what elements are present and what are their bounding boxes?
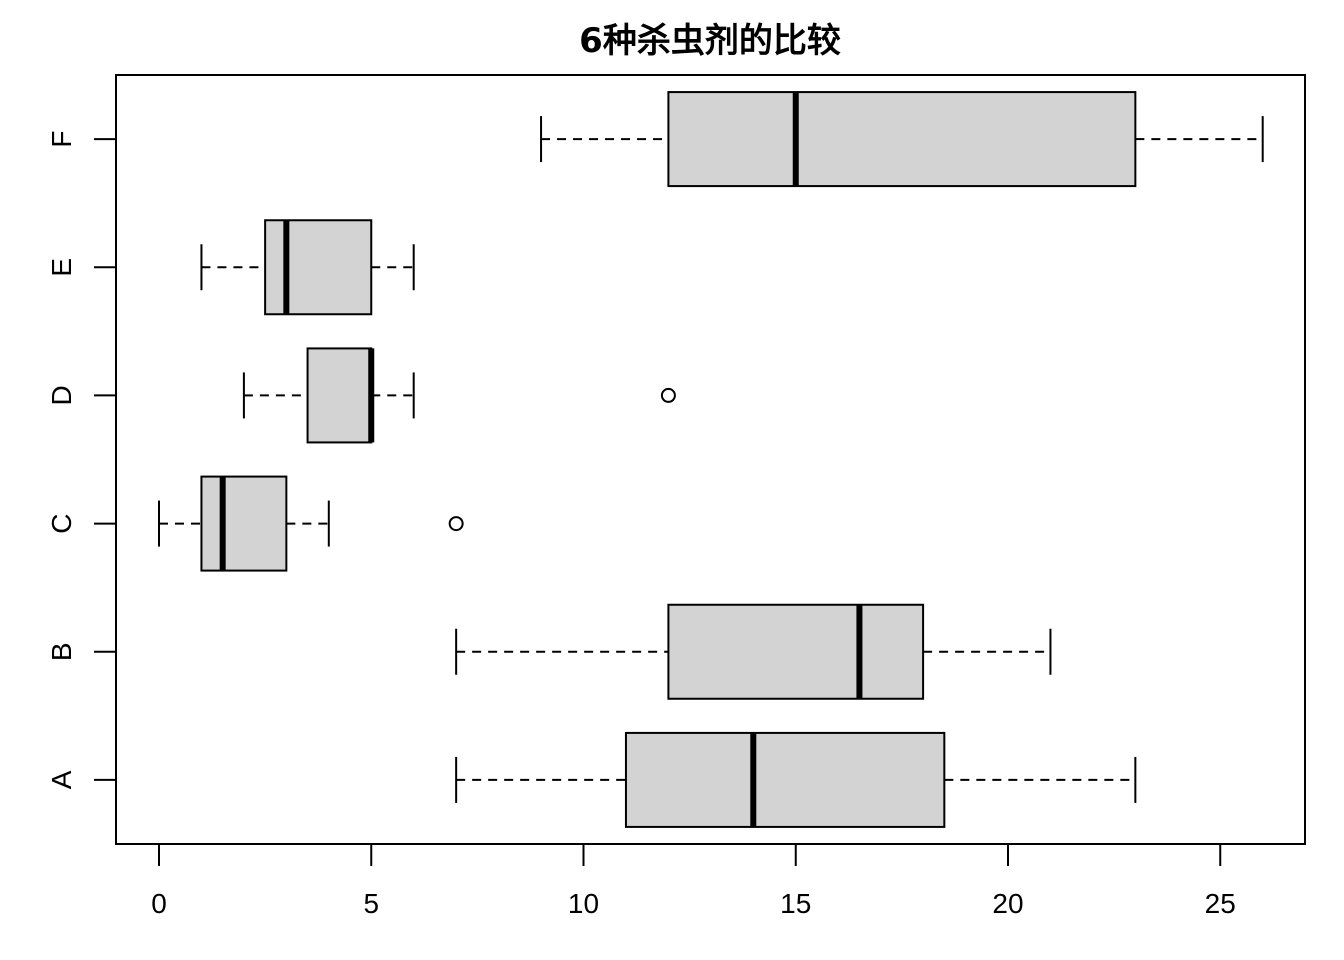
x-tick-label: 15 bbox=[780, 888, 811, 919]
box-C bbox=[158, 475, 464, 572]
box-D bbox=[242, 347, 676, 444]
boxes bbox=[158, 91, 1264, 828]
y-tick-label: E bbox=[46, 258, 77, 277]
x-tick-label: 5 bbox=[363, 888, 379, 919]
plot-frame bbox=[115, 74, 1306, 845]
iqr-box bbox=[667, 603, 925, 700]
chart-title: 6种杀虫剂的比较 bbox=[579, 21, 841, 61]
x-tick-label: 20 bbox=[992, 888, 1023, 919]
y-tick-label: F bbox=[46, 131, 77, 148]
y-tick-label: A bbox=[46, 770, 77, 789]
x-axis: 0 5 10 15 20 25 bbox=[151, 843, 1236, 919]
y-tick-label: B bbox=[46, 642, 77, 661]
outlier-point bbox=[448, 516, 464, 532]
y-tick-label: C bbox=[46, 513, 77, 533]
box-F bbox=[540, 91, 1264, 188]
iqr-box bbox=[667, 91, 1137, 188]
box-E bbox=[200, 219, 415, 316]
y-axis: A B C D E F bbox=[46, 131, 117, 789]
iqr-box bbox=[200, 475, 288, 572]
y-tick-label: D bbox=[46, 385, 77, 405]
box-A bbox=[455, 731, 1137, 828]
outlier-point bbox=[660, 387, 676, 403]
iqr-box bbox=[264, 219, 373, 316]
iqr-box bbox=[306, 347, 373, 444]
x-tick-label: 10 bbox=[568, 888, 599, 919]
x-tick-label: 25 bbox=[1205, 888, 1236, 919]
iqr-box bbox=[624, 731, 946, 828]
box-B bbox=[455, 603, 1052, 700]
x-tick-label: 0 bbox=[151, 888, 167, 919]
